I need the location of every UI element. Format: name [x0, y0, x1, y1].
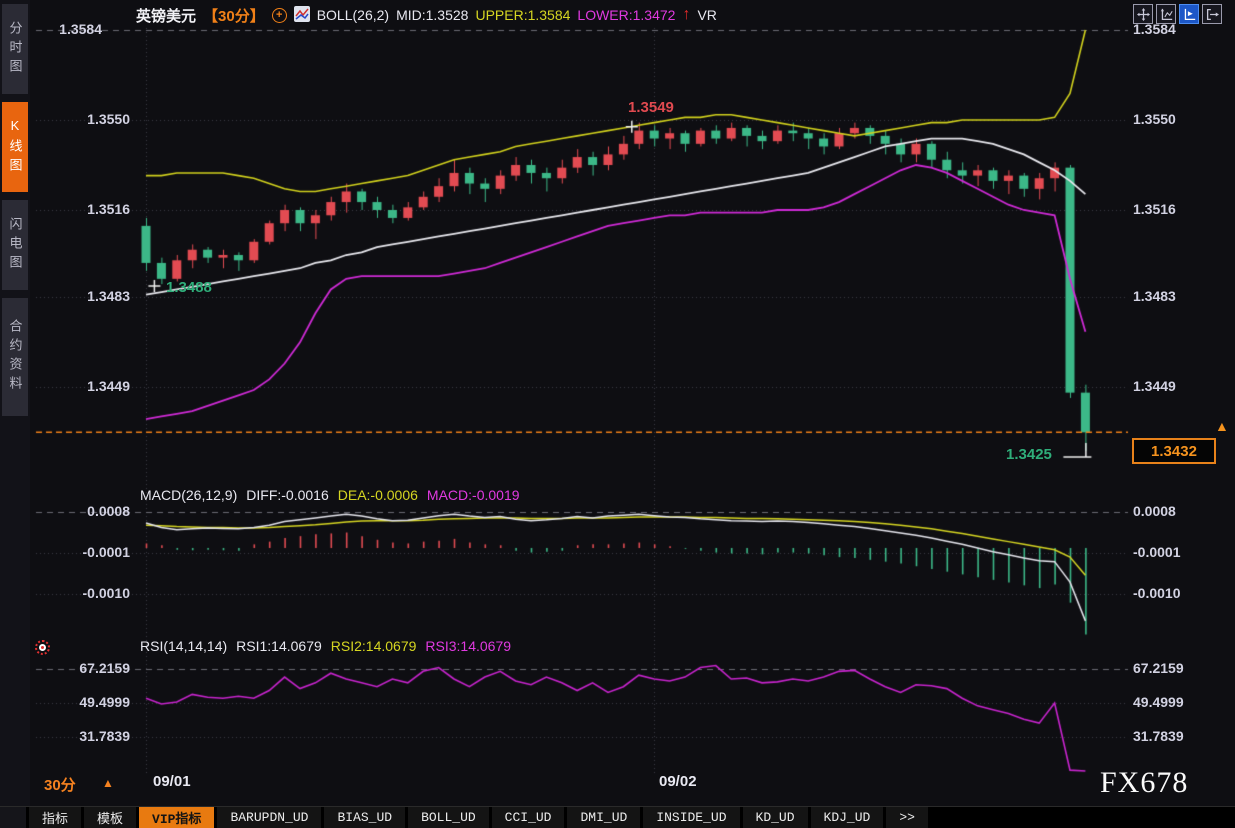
price-axis-right-0: 1.3584 [1133, 21, 1176, 37]
price-axis-left-0: 1.3584 [59, 21, 102, 37]
macd-axis-right-0: 0.0008 [1133, 502, 1176, 519]
tab-dmi_ud[interactable]: DMI_UD [567, 807, 641, 828]
macd-axis-left-0: 0.0008 [87, 502, 130, 519]
price-axis-right-1: 1.3550 [1133, 111, 1176, 127]
sidebar-item-3[interactable]: 合约资料 [2, 298, 28, 416]
rsi-axis-right-2: 31.7839 [1133, 727, 1184, 744]
indicator-tabbar: 指标 模板 VIP指标 BARUPDN_UD BIAS_UD BOLL_UD CCI_UD D… [0, 806, 1235, 828]
boll-mid-value: MID:1.3528 [396, 7, 469, 23]
rsi1-value: RSI1:14.0679 [236, 638, 322, 654]
rsi-axis-left-1: 49.4999 [79, 693, 130, 710]
tab-[interactable]: >> [886, 807, 928, 828]
rsi3-value: RSI3:14.0679 [425, 638, 512, 654]
period-footer-label[interactable]: 30分 [44, 777, 76, 794]
chart-toolbar [1133, 4, 1222, 24]
macd-value: MACD:-0.0019 [426, 487, 520, 503]
macd-diff-value: DIFF:-0.0016 [246, 487, 329, 503]
macd-name: MACD(26,12,9) [140, 487, 238, 503]
tab-[interactable]: 模板 [84, 807, 137, 828]
tab-barupdn_ud[interactable]: BARUPDN_UD [217, 807, 322, 828]
rsi-axis-right-0: 67.2159 [1133, 660, 1184, 676]
vr-label: VR [697, 7, 717, 23]
symbol-name: 英镑美元 [136, 7, 197, 25]
price-axis-left-1: 1.3550 [87, 111, 130, 127]
macd-axis-right-1: -0.0001 [1133, 543, 1181, 560]
swing-high-label: 1.3549 [628, 99, 674, 116]
price-axis-left-2: 1.3516 [87, 201, 130, 217]
tab-[interactable]: 指标 [29, 807, 82, 828]
tabbar-spacer [0, 807, 26, 828]
price-axis-right-3: 1.3483 [1133, 288, 1176, 305]
alert-sun-icon[interactable] [35, 640, 50, 655]
price-marker-arrow-icon: ▲ [1215, 418, 1229, 434]
sidebar-item-1[interactable]: K线图 [2, 102, 28, 192]
period-badge[interactable]: 【30分】 [203, 7, 265, 25]
period-up-arrow-icon[interactable]: ▲ [102, 776, 114, 790]
price-up-arrow-icon: ↑ [682, 6, 691, 23]
tab-vip[interactable]: VIP指标 [139, 807, 215, 828]
auto-scroll-icon[interactable] [1179, 4, 1199, 24]
boll-lower-value: LOWER:1.3472 [577, 7, 676, 23]
tab-kdj_ud[interactable]: KDJ_UD [810, 807, 884, 828]
price-axis-left-3: 1.3483 [87, 288, 130, 305]
sidebar-item-0[interactable]: 分时图 [2, 4, 28, 94]
price-axis-right-2: 1.3516 [1133, 201, 1176, 217]
fx678-watermark: FX678 [1100, 766, 1189, 799]
swing-low-end-label: 1.3425 [1006, 446, 1052, 463]
chart-header: 英镑美元 【30分】 + BOLL(26,2) MID:1.3528 UPPER… [136, 4, 717, 26]
swing-low-start-label: 1.3488 [166, 279, 212, 296]
macd-pane-header: MACD(26,12,9) DIFF:-0.0016 DEA:-0.0006 M… [140, 487, 520, 503]
crosshair-move-icon[interactable] [1133, 4, 1153, 24]
exit-chart-icon[interactable] [1202, 4, 1222, 24]
date-label-2: 09/02 [659, 773, 697, 790]
rsi-axis-left-2: 31.7839 [79, 727, 130, 744]
price-axis-left-4: 1.3449 [87, 378, 130, 395]
tab-kd_ud[interactable]: KD_UD [742, 807, 808, 828]
last-price-box[interactable]: 1.3432 [1132, 438, 1216, 464]
rsi-name: RSI(14,14,14) [140, 638, 228, 654]
date-label-1: 09/01 [153, 773, 191, 790]
rsi-axis-right-1: 49.4999 [1133, 693, 1184, 710]
tab-bias_ud[interactable]: BIAS_UD [324, 807, 406, 828]
circle-plus-icon[interactable]: + [271, 7, 287, 23]
macd-axis-left-2: -0.0010 [82, 584, 130, 601]
price-axis-right-4: 1.3449 [1133, 378, 1176, 395]
tab-inside_ud[interactable]: INSIDE_UD [643, 807, 740, 828]
y-axis-scale-icon[interactable] [1156, 4, 1176, 24]
kline-chart-icon[interactable] [293, 5, 310, 25]
rsi-axis-left-0: 67.2159 [79, 660, 130, 676]
chart-type-sidebar: 分时图 K线图闪电图合约资料 [0, 0, 30, 806]
rsi2-value: RSI2:14.0679 [330, 638, 417, 654]
sidebar-item-2[interactable]: 闪电图 [2, 200, 28, 290]
tab-cci_ud[interactable]: CCI_UD [491, 807, 565, 828]
boll-upper-value: UPPER:1.3584 [475, 7, 571, 23]
boll-label: BOLL(26,2) [316, 7, 390, 23]
tab-boll_ud[interactable]: BOLL_UD [408, 807, 489, 828]
macd-dea-value: DEA:-0.0006 [337, 487, 418, 503]
macd-axis-right-2: -0.0010 [1133, 584, 1181, 601]
macd-axis-left-1: -0.0001 [82, 543, 130, 560]
rsi-pane-header: RSI(14,14,14) RSI1:14.0679 RSI2:14.0679 … [140, 638, 511, 654]
